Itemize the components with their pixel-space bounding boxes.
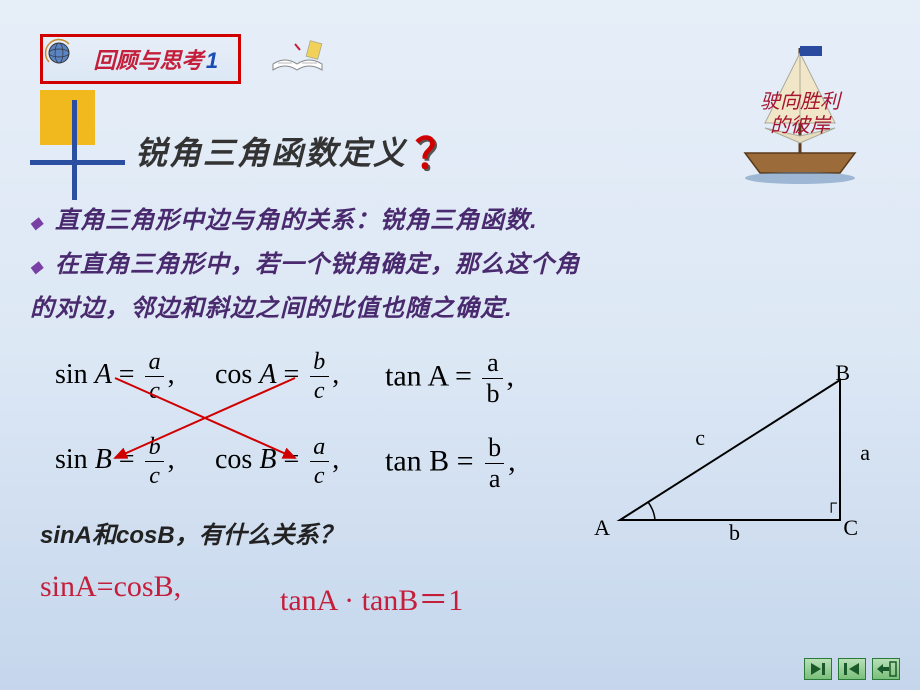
question-text: sinA和cosB，有什么关系？ — [40, 515, 343, 550]
yellow-decor-block — [40, 90, 95, 145]
tri-c: c — [695, 425, 705, 451]
tri-A: A — [594, 515, 610, 541]
tri-C: C — [843, 515, 858, 541]
formula-tanB: tan B = ba, — [385, 435, 516, 492]
header-label: 回顾与思考 — [93, 48, 203, 73]
diamond-icon: ◆ — [30, 259, 43, 276]
tri-b: b — [729, 520, 740, 546]
ship-caption-line2: 的彼岸 — [740, 114, 860, 138]
title-row: 锐角三角函数定义 ？ — [135, 120, 457, 181]
bullet-2b: 的对边，邻边和斜边之间的比值也随之确定. — [30, 288, 513, 323]
answer-2: tanA · tanB＝1 — [280, 575, 463, 619]
bullet-1: ◆ 直角三角形中边与角的关系：锐角三角函数. — [30, 200, 538, 235]
ship-caption: 驶向胜利 的彼岸 — [740, 90, 860, 138]
bullet-2b-text: 的对边，邻边和斜边之间的比值也随之确定. — [30, 295, 513, 322]
diamond-icon: ◆ — [30, 215, 43, 232]
book-icon — [270, 36, 325, 76]
formula-sinA: sin A = ac, — [55, 350, 175, 403]
tri-a: a — [860, 440, 870, 466]
answer-1: sinA=cosB, — [40, 570, 181, 604]
nav-exit-button[interactable] — [872, 658, 900, 680]
formula-cosB: cos B = ac, — [215, 435, 339, 488]
header-number: 1 — [206, 48, 218, 73]
formula-cosA: cos A = bc, — [215, 350, 339, 403]
triangle-diagram — [600, 360, 880, 550]
ship-caption-line1: 驶向胜利 — [740, 90, 860, 114]
nav-prev-button[interactable] — [838, 658, 866, 680]
main-title: 锐角三角函数定义 — [135, 128, 407, 174]
formula-tanA: tan A = ab, — [385, 350, 514, 407]
bullet-2a: ◆ 在直角三角形中，若一个锐角确定，那么这个角 — [30, 244, 580, 279]
formula-sinB: sin B = bc, — [55, 435, 175, 488]
question-mark-icon: ？ — [415, 120, 457, 181]
bullet-1-text: 直角三角形中边与角的关系：锐角三角函数. — [55, 207, 538, 234]
cross-vertical — [72, 100, 77, 200]
bullet-2a-text: 在直角三角形中，若一个锐角确定，那么这个角 — [55, 251, 580, 278]
tri-right-angle: ┌ — [826, 495, 837, 513]
globe-icon — [44, 38, 74, 68]
cross-horizontal — [30, 160, 125, 165]
tri-B: B — [835, 360, 850, 386]
nav-buttons — [804, 658, 900, 680]
nav-next-button[interactable] — [804, 658, 832, 680]
